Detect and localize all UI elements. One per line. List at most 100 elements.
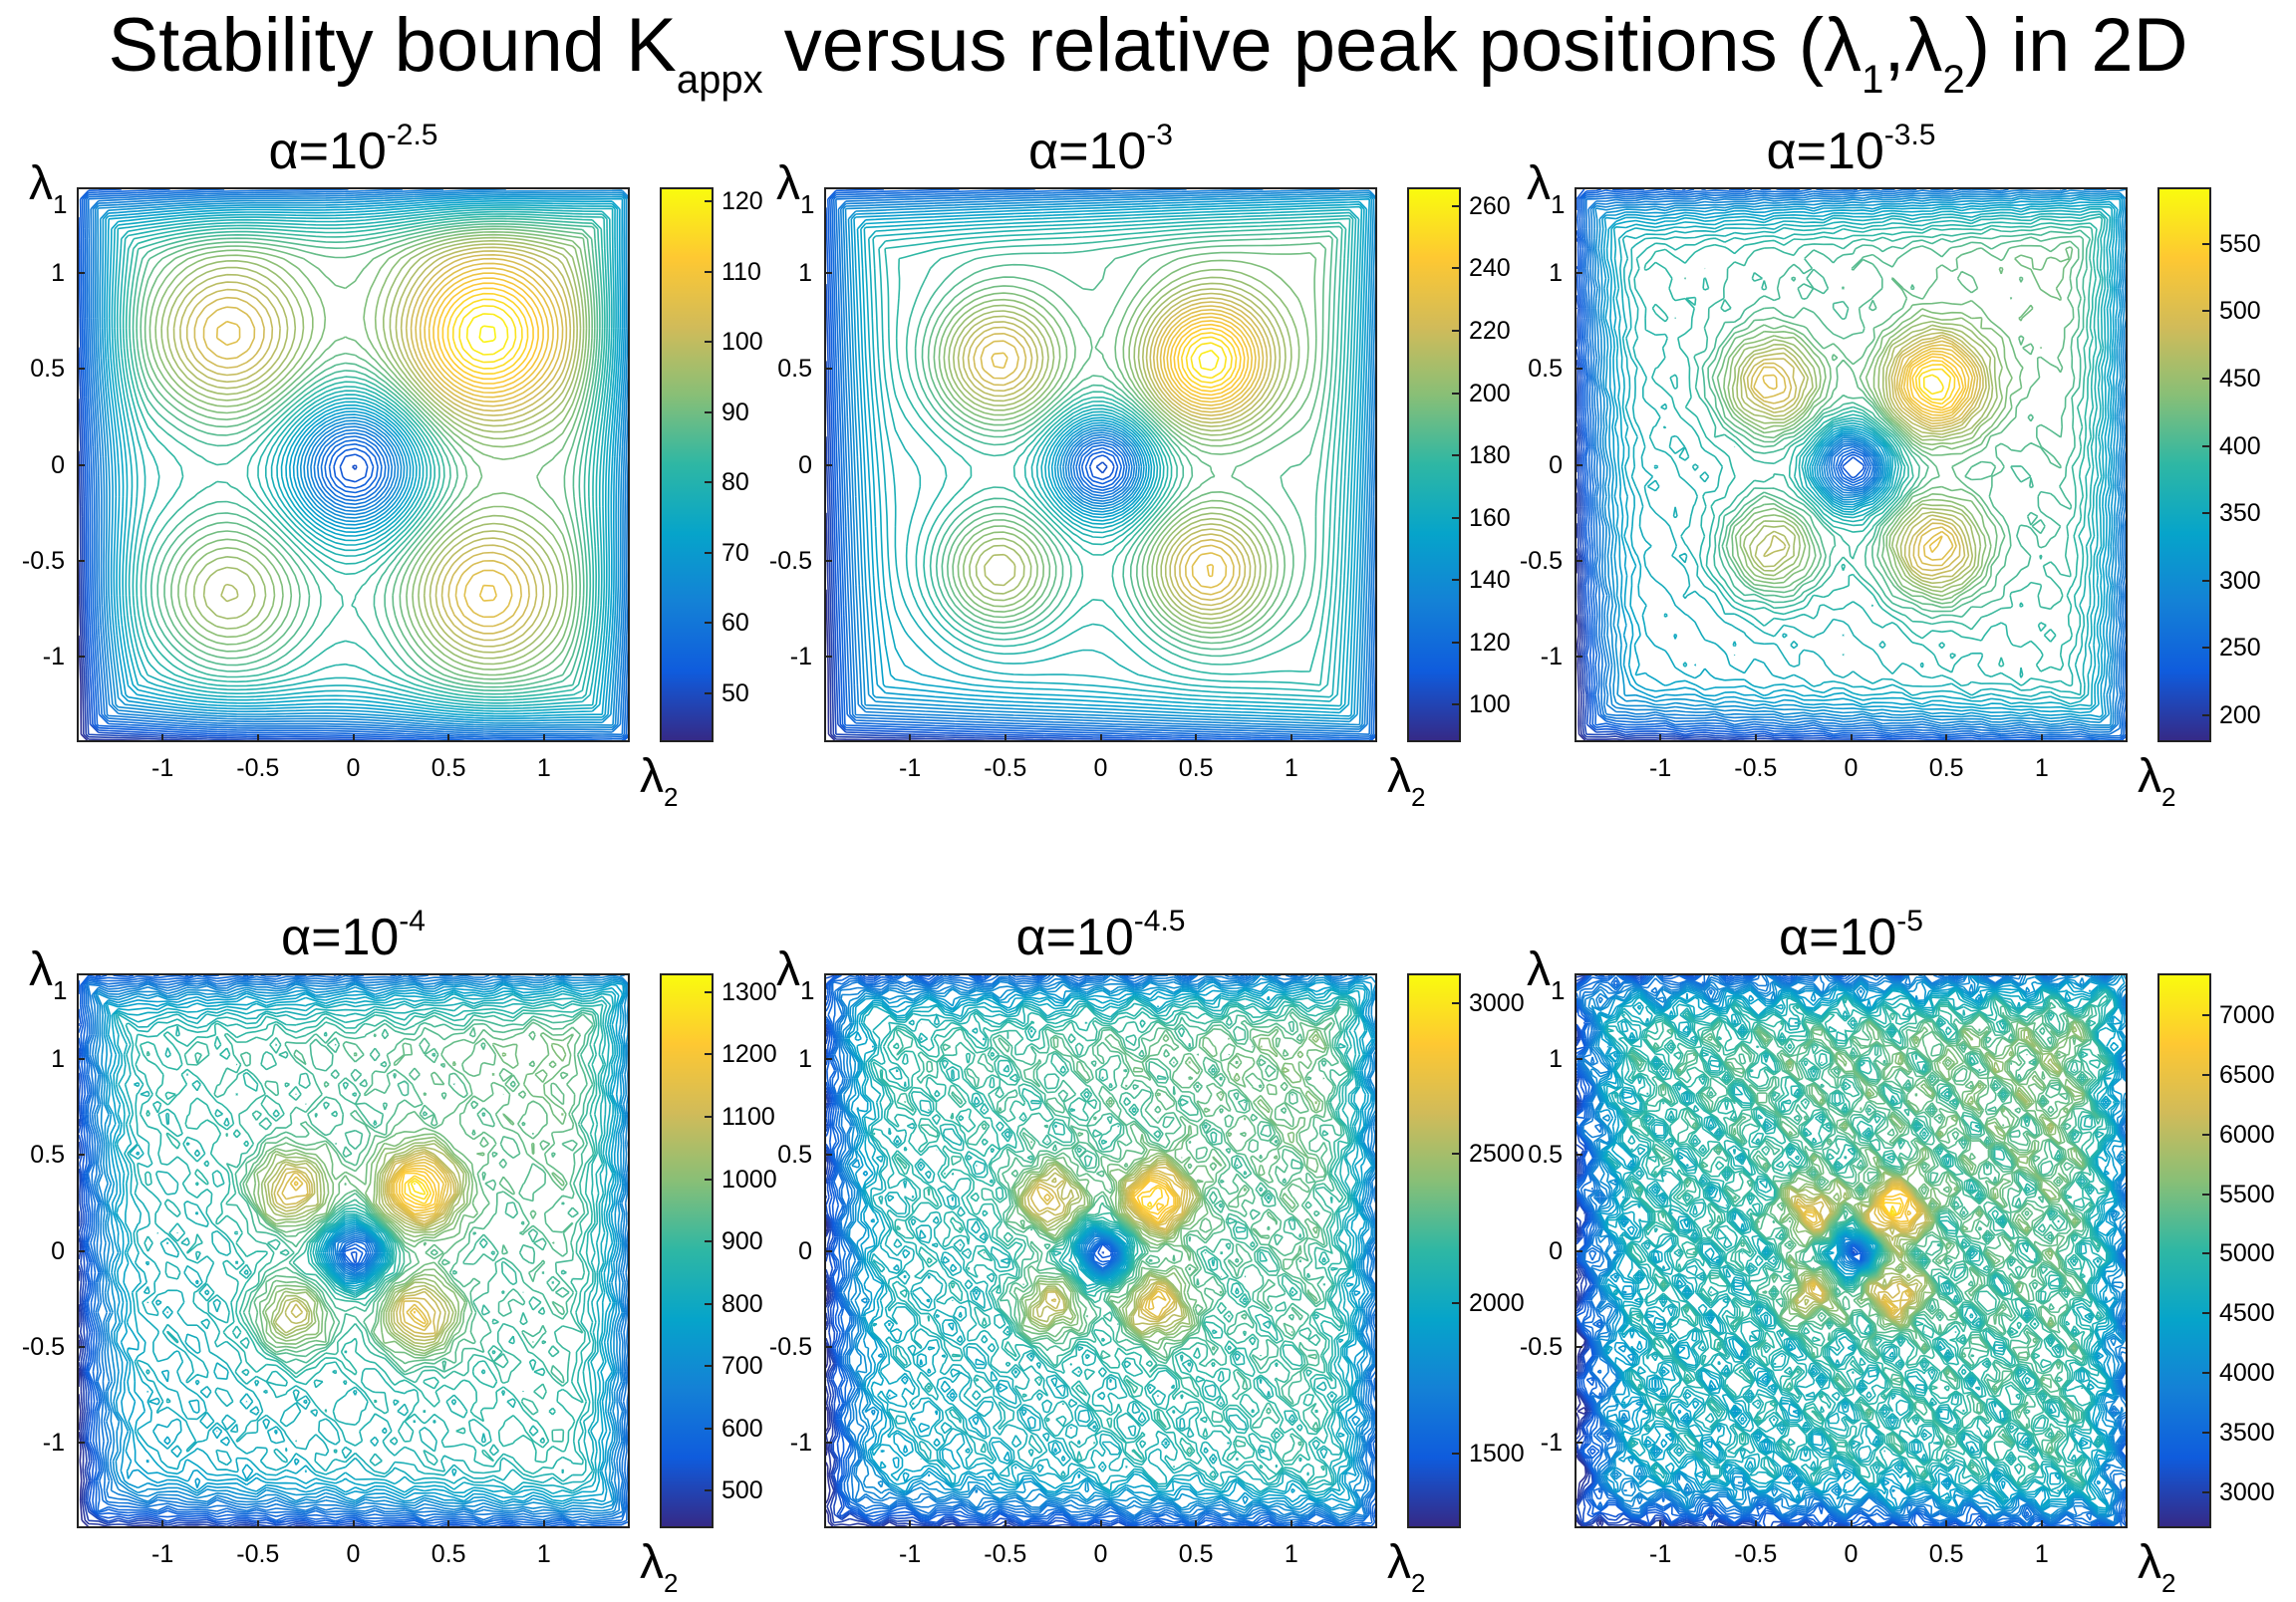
y-axis-label-symbol: λ xyxy=(776,157,800,210)
contour-line xyxy=(424,267,554,602)
x-tick-label: -0.5 xyxy=(1734,1540,1778,1568)
x-axis-label-subscript: 2 xyxy=(1411,1568,1426,1598)
contour-line xyxy=(1036,1170,1186,1320)
y-tick-label: -1 xyxy=(1540,642,1563,670)
contour-line xyxy=(104,981,625,1505)
contour-line xyxy=(1900,347,1974,554)
x-tick-label: -1 xyxy=(898,1540,922,1568)
contour-line xyxy=(831,975,1375,1526)
contour-line xyxy=(1141,1187,1164,1210)
x-tick-label: 1 xyxy=(2034,754,2049,782)
colorbar-tick-label: 60 xyxy=(721,609,749,638)
contour-line xyxy=(242,1021,582,1365)
colorbar-tick-label: 700 xyxy=(721,1352,763,1381)
x-axis-label: λ2 xyxy=(2138,752,2175,811)
colorbar-tick-label: 160 xyxy=(1469,503,1511,532)
x-tick-label: 0.5 xyxy=(1928,1540,1964,1568)
x-tick-label: 1 xyxy=(2034,1540,2049,1568)
colorbar-tick-mark xyxy=(705,1053,713,1056)
contour-line xyxy=(1914,364,1956,405)
contour-line xyxy=(1627,213,2106,696)
contour-line xyxy=(1166,316,1254,403)
x-tick-mark xyxy=(1099,1520,1102,1528)
contour-line xyxy=(840,975,1375,1519)
contour-line xyxy=(79,635,89,740)
contour-line xyxy=(1612,205,2114,708)
contour-line xyxy=(856,987,1368,1499)
contour-line xyxy=(833,189,1375,737)
x-tick-mark xyxy=(161,1520,164,1528)
contour-line xyxy=(1803,1185,1920,1312)
colorbar xyxy=(660,973,714,1528)
colorbar-tick-mark xyxy=(1452,516,1460,519)
colorbar-tick-label: 4500 xyxy=(2219,1299,2275,1328)
colorbar-tick-mark xyxy=(705,1365,713,1368)
x-tick-label: 0 xyxy=(1844,754,1859,782)
contour-line xyxy=(1577,237,1918,740)
colorbar xyxy=(660,187,714,742)
y-tick-label: -0.5 xyxy=(768,546,812,575)
contour-line xyxy=(1902,350,1970,416)
colorbar-tick-label: 120 xyxy=(1469,628,1511,657)
contour-line xyxy=(79,347,393,740)
contour-line xyxy=(833,975,1375,1525)
x-tick-mark xyxy=(447,734,450,742)
x-tick-mark xyxy=(1659,1520,1662,1528)
contour-line xyxy=(1880,1193,1909,1219)
contour-line xyxy=(927,242,1327,645)
colorbar-tick-label: 3000 xyxy=(2219,1478,2275,1507)
contour-line xyxy=(938,259,1309,634)
contour-plot-area xyxy=(824,973,1377,1528)
colorbar-tick-label: 100 xyxy=(721,328,763,357)
colorbar-tick-label: 5500 xyxy=(2219,1180,2275,1208)
contour-line xyxy=(1173,323,1246,397)
contour-plot-area xyxy=(1575,187,2128,742)
y-axis-label: λ1 xyxy=(29,159,67,218)
colorbar-tick-mark xyxy=(1452,1002,1460,1005)
contour-line xyxy=(1177,327,1242,393)
y-tick-mark xyxy=(77,1345,85,1348)
panel-title-base: α=10 xyxy=(1015,909,1134,966)
colorbar-tick-mark xyxy=(705,1302,713,1305)
contour-line xyxy=(1011,1028,1328,1351)
contour-line xyxy=(869,996,1357,1487)
y-axis-label-subscript: 1 xyxy=(800,975,815,1005)
x-tick-mark xyxy=(2040,1520,2043,1528)
y-tick-mark xyxy=(1575,1345,1582,1348)
y-tick-mark xyxy=(824,272,832,275)
x-tick-label: 1 xyxy=(536,754,551,782)
x-tick-mark xyxy=(1290,734,1292,742)
colorbar-tick-mark xyxy=(1452,1302,1460,1305)
x-axis-label-subscript: 2 xyxy=(664,782,679,812)
colorbar-tick-label: 2000 xyxy=(1469,1289,1525,1318)
colorbar-tick-mark xyxy=(2202,1491,2210,1494)
contour-line xyxy=(1633,215,2104,687)
x-axis-label-symbol: λ xyxy=(640,1536,664,1589)
contour-line xyxy=(1731,320,1998,593)
y-tick-mark xyxy=(77,1249,85,1252)
contour-line xyxy=(1589,189,2126,731)
contour-line xyxy=(842,189,1375,728)
x-tick-mark xyxy=(1850,734,1853,742)
contour-line xyxy=(135,1002,605,1475)
colorbar-tick-mark xyxy=(2202,1193,2210,1196)
x-tick-mark xyxy=(1659,734,1662,742)
contour-line xyxy=(921,235,1333,651)
x-tick-mark xyxy=(2040,734,2043,742)
y-axis-label-subscript: 1 xyxy=(1551,189,1566,219)
contour-line xyxy=(139,1007,600,1464)
contour-line xyxy=(826,1029,1072,1526)
contour-plot-area xyxy=(1575,973,2128,1528)
contour-line xyxy=(451,298,523,370)
contour-line xyxy=(850,195,1373,720)
contour-line xyxy=(846,981,1374,1508)
x-tick-label: -1 xyxy=(150,1540,174,1568)
y-tick-mark xyxy=(1575,463,1582,466)
contour-line xyxy=(1629,1001,2108,1477)
contour-line xyxy=(407,1177,430,1201)
contour-line xyxy=(84,975,628,1524)
panel-title-base: α=10 xyxy=(268,123,387,180)
contour-lines-svg xyxy=(826,975,1375,1526)
colorbar-tick-label: 140 xyxy=(1469,566,1511,595)
contour-line xyxy=(1029,1167,1189,1321)
